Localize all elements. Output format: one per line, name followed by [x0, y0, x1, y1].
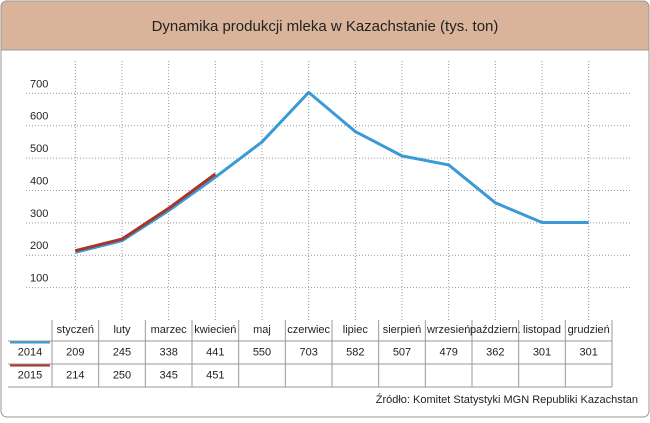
- x-tick-label: październ.: [470, 324, 521, 336]
- x-tick-label: luty: [113, 324, 131, 336]
- table-value: 345: [159, 369, 177, 381]
- table-value: 479: [439, 346, 457, 358]
- y-tick-label: 500: [30, 143, 48, 155]
- chart-title: Dynamika produkcji mleka w Kazachstanie …: [152, 18, 499, 35]
- table-value: 507: [393, 346, 411, 358]
- y-tick-label: 600: [30, 111, 48, 123]
- series-line: [74, 90, 589, 254]
- table-value: 209: [66, 346, 84, 358]
- x-tick-label: listopad: [523, 324, 561, 336]
- x-tick-label: styczeń: [57, 324, 94, 336]
- header: [0, 0, 650, 51]
- legend-label: 2014: [18, 346, 42, 358]
- table-value: 451: [206, 369, 224, 381]
- x-tick-label: grudzień: [568, 324, 610, 336]
- source: Źródło: Komitet Statystyki MGN Republiki…: [376, 393, 638, 406]
- table-value: 301: [579, 346, 597, 358]
- y-tick-label: 300: [30, 208, 48, 220]
- x-tick-label: maj: [253, 324, 271, 336]
- table-value: 441: [206, 346, 224, 358]
- legend-label: 2015: [18, 369, 42, 381]
- y-tick-label: 100: [30, 273, 48, 285]
- table-value: 550: [253, 346, 271, 358]
- y-tick-label: 400: [30, 175, 48, 187]
- x-tick-label: wrzesień: [426, 324, 470, 336]
- table-value: 338: [159, 346, 177, 358]
- table-value: 301: [533, 346, 551, 358]
- table-value: 245: [113, 346, 131, 358]
- x-tick-label: sierpień: [383, 324, 422, 336]
- table-value: 214: [66, 369, 84, 381]
- series-line: [74, 172, 217, 253]
- x-tick-label: marzec: [151, 324, 188, 336]
- y-tick-label: 200: [30, 240, 48, 252]
- x-tick-label: lipiec: [343, 324, 369, 336]
- table-value: 582: [346, 346, 364, 358]
- table-value: 703: [299, 346, 317, 358]
- y-tick-label: 700: [30, 78, 48, 90]
- x-tick-label: kwiecień: [194, 324, 236, 336]
- table-value: 250: [113, 369, 131, 381]
- table-value: 362: [486, 346, 504, 358]
- x-tick-label: czerwiec: [287, 324, 330, 336]
